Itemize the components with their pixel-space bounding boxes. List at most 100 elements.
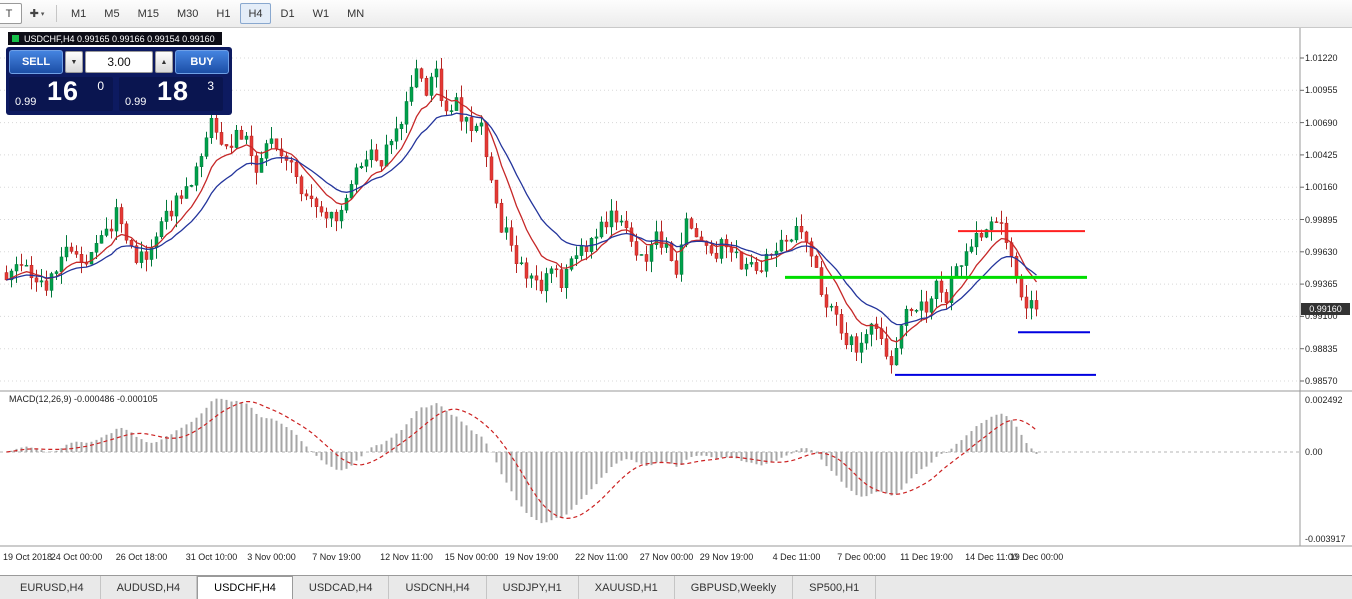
time-axis[interactable]: 19 Oct 2018 24 Oct 00:00 26 Oct 18:00 31 Oc…: [0, 547, 1352, 575]
candle-body: [139, 251, 144, 263]
candle-body: [524, 262, 529, 279]
candle-body: [529, 275, 534, 279]
candle-body: [244, 135, 249, 140]
timeframe-button-h1[interactable]: H1: [216, 7, 231, 20]
candle-body: [549, 268, 554, 274]
lot-dropdown-button[interactable]: ▼: [65, 51, 83, 73]
candle-body: [564, 268, 569, 288]
candle-body: [234, 129, 239, 148]
text-tool-button[interactable]: T: [0, 3, 22, 24]
candle-body: [434, 68, 439, 78]
candle-body: [779, 239, 784, 252]
candle-body: [1024, 296, 1029, 309]
candle-body: [819, 267, 824, 295]
buy-price-pips: 18: [157, 76, 190, 106]
candle-body: [679, 244, 684, 275]
time-tick-label: 11 Dec 19:00: [900, 552, 953, 562]
sell-price-prefix: 0.99: [15, 96, 37, 108]
candle-body: [964, 251, 969, 266]
candle-body: [239, 129, 244, 140]
chart-tab-audusd-h4[interactable]: AUDUSD,H4: [101, 576, 198, 599]
candle-body: [24, 264, 29, 267]
timeframe-button-m1[interactable]: M1: [71, 7, 87, 20]
candle-body: [924, 301, 929, 313]
candle-body: [859, 342, 864, 353]
chart-tab-gbpusd-weekly[interactable]: GBPUSD,Weekly: [675, 576, 794, 599]
timeframe-button-w1[interactable]: W1: [312, 7, 330, 20]
timeframe-button-d1[interactable]: D1: [280, 7, 295, 20]
candle-body: [764, 253, 769, 272]
timeframe-button-m30[interactable]: M30: [176, 7, 199, 20]
candle-body: [904, 308, 909, 326]
chart-tab-eurusd-h4[interactable]: EURUSD,H4: [4, 576, 101, 599]
candle-body: [544, 273, 549, 292]
candle-body: [959, 265, 964, 267]
candle-body: [324, 211, 329, 219]
sell-price-display[interactable]: 0.99 16 0: [9, 76, 113, 111]
chart-tab-usdcad-h4[interactable]: USDCAD,H4: [293, 576, 390, 599]
time-tick-label: 4 Dec 11:00: [772, 552, 821, 562]
time-tick-label: 24 Oct 00:00: [50, 552, 103, 562]
candle-body: [99, 235, 104, 244]
candle-body: [294, 161, 299, 177]
candle-body: [519, 262, 524, 264]
candle-body: [894, 347, 899, 366]
candle-body: [199, 156, 204, 167]
candle-body: [474, 125, 479, 131]
time-tick-label: 19 Nov 19:00: [504, 552, 559, 562]
timeframe-button-m15[interactable]: M15: [137, 7, 159, 20]
candle-body: [44, 280, 49, 291]
timeframe-button-m5[interactable]: M5: [104, 7, 120, 20]
candle-body: [344, 197, 349, 211]
macd-signal-line: [6, 401, 1037, 520]
sell-button[interactable]: SELL: [9, 50, 63, 74]
time-tick-label: 22 Nov 11:00: [575, 552, 628, 562]
candle-body: [259, 158, 264, 173]
candle-body: [409, 86, 414, 102]
candle-body: [134, 245, 139, 263]
top-toolbar: T ✚ ▾ M1 M5 M15 M30 H1 H4 D1 W1 MN: [0, 0, 1352, 28]
candle-body: [514, 245, 519, 264]
buy-price-point: 3: [207, 79, 214, 93]
lot-size-input[interactable]: [85, 51, 153, 73]
candle-body: [709, 245, 714, 254]
candle-body: [639, 254, 644, 256]
candle-body: [644, 254, 649, 262]
chart-tab-usdcnh-h4[interactable]: USDCNH,H4: [389, 576, 487, 599]
candle-body: [9, 270, 14, 281]
candle-body: [794, 226, 799, 241]
candle-body: [159, 221, 164, 238]
candle-body: [759, 270, 764, 272]
candle-body: [944, 292, 949, 303]
candle-body: [74, 251, 79, 255]
candle-body: [754, 262, 759, 271]
crosshair-tool-button[interactable]: ✚ ▾: [24, 3, 50, 24]
candle-body: [494, 179, 499, 204]
lot-up-button[interactable]: ▲: [155, 51, 173, 73]
chart-canvas[interactable]: [0, 28, 1352, 547]
slow-ma-line: [6, 112, 1037, 326]
candle-body: [534, 275, 539, 281]
candle-body: [454, 97, 459, 111]
candle-body: [719, 239, 724, 259]
time-tick-label: 14 Dec 11:00: [965, 552, 1018, 562]
buy-button[interactable]: BUY: [175, 50, 229, 74]
candle-body: [599, 221, 604, 238]
candle-body: [359, 165, 364, 169]
price-tick-label: 0.98570: [1305, 376, 1338, 386]
candle-body: [429, 76, 434, 96]
candle-body: [469, 117, 474, 131]
buy-price-display[interactable]: 0.99 18 3: [119, 76, 223, 111]
timeframe-button-mn[interactable]: MN: [347, 7, 365, 20]
chart-tab-xauusd-h1[interactable]: XAUUSD,H1: [579, 576, 675, 599]
candle-body: [634, 241, 639, 256]
one-click-trading-panel: SELL ▼ ▲ BUY 0.99 16 0 0.99 18 3: [6, 47, 232, 115]
candle-body: [164, 210, 169, 222]
candle-body: [209, 117, 214, 139]
sell-price-pips: 16: [47, 76, 80, 106]
candle-body: [129, 239, 134, 246]
chart-tab-sp500-h1[interactable]: SP500,H1: [793, 576, 877, 599]
timeframe-button-h4[interactable]: H4: [240, 3, 271, 24]
chart-tab-usdchf-h4[interactable]: USDCHF,H4: [197, 576, 293, 599]
chart-tab-usdjpy-h1[interactable]: USDJPY,H1: [487, 576, 579, 599]
